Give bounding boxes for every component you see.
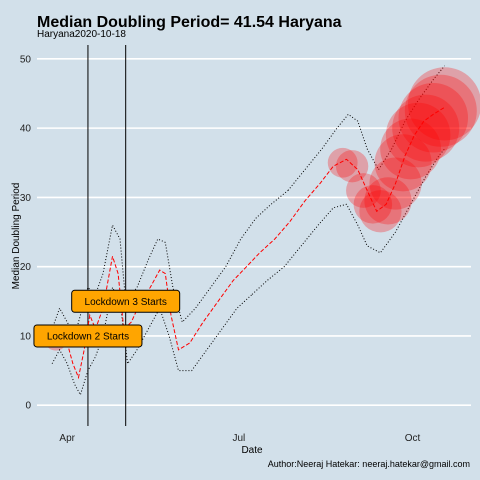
y-axis-label: Median Doubling Period — [11, 183, 22, 290]
confidence-band-lines — [51, 65, 445, 397]
x-tick-label: Jul — [233, 433, 246, 444]
annotation-text: Lockdown 3 Starts — [85, 297, 167, 308]
bubble-point — [392, 94, 460, 162]
bubble-point — [369, 157, 422, 210]
bubble-point — [327, 147, 358, 178]
y-tick-label: 50 — [20, 54, 32, 65]
bubble-point — [353, 185, 393, 224]
bubble-point — [380, 118, 442, 180]
x-tick-label: Oct — [405, 433, 421, 444]
author-caption: Author:Neeraj Hatekar: neeraj.hatekar@gm… — [268, 459, 470, 469]
chart-subtitle: Haryana2020-10-18 — [37, 29, 126, 40]
median-series-line — [55, 106, 445, 380]
bubble-layer — [44, 67, 480, 351]
y-tick-label: 40 — [20, 124, 32, 135]
bubble-point — [404, 74, 477, 147]
y-tick-label: 20 — [20, 262, 32, 273]
annotation-layer: Lockdown 3 Starts Lockdown 2 Starts — [33, 289, 181, 348]
bound-series-line — [251, 148, 445, 295]
x-tick-label: Apr — [59, 433, 75, 444]
annotation-text: Lockdown 2 Starts — [47, 332, 129, 343]
median-line — [55, 106, 445, 380]
bubble-point — [346, 173, 381, 208]
y-tick-label: 10 — [20, 331, 32, 342]
annotation-label: Lockdown 2 Starts — [33, 324, 143, 348]
y-tick-label: 30 — [20, 193, 32, 204]
bubble-point — [385, 102, 451, 168]
bubble-point — [335, 150, 369, 183]
bubble-point — [374, 134, 432, 192]
chart-title: Median Doubling Period= 41.54 Haryana — [37, 14, 342, 31]
annotation-box — [33, 324, 143, 348]
bound-series-line — [51, 286, 253, 397]
bubble-point — [359, 190, 402, 233]
bound-series-line — [287, 65, 445, 191]
y-tick-label: 0 — [25, 401, 31, 412]
bubble-point — [407, 67, 480, 141]
annotation-label: Lockdown 3 Starts — [71, 289, 181, 313]
x-axis-label: Date — [241, 445, 263, 456]
lockdown-lines — [87, 45, 127, 426]
annotation-box — [71, 289, 181, 313]
tick-labels: 0 10 20 30 40 50 Apr Jul Oct — [20, 54, 421, 444]
bubble-point — [364, 177, 412, 225]
bubble-point — [398, 82, 469, 153]
